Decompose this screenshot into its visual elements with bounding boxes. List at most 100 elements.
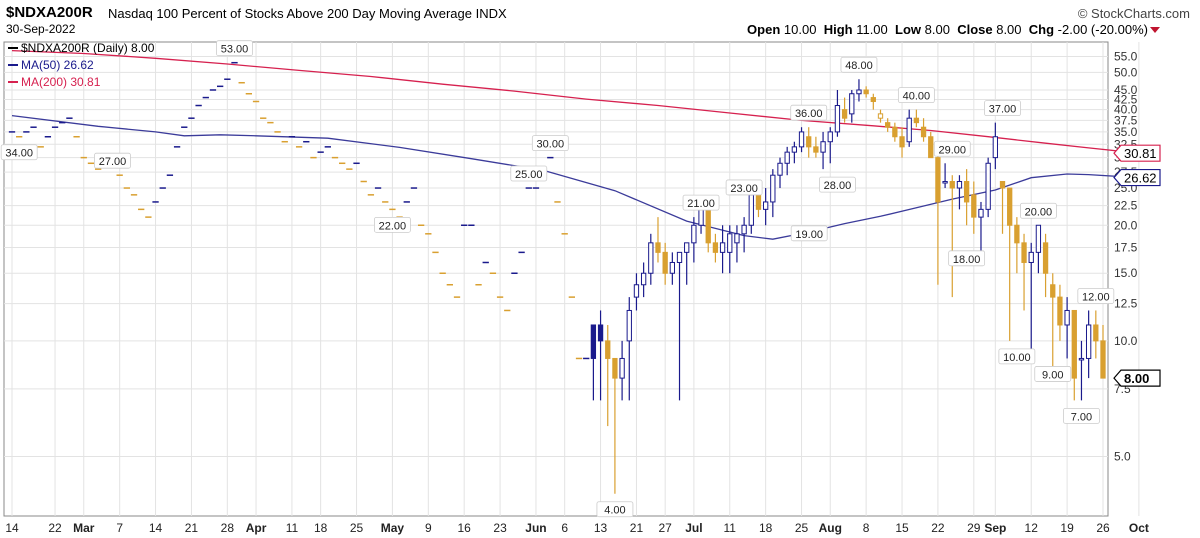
- candle-body: [648, 242, 654, 274]
- x-tick-label: 21: [185, 521, 199, 535]
- candle-body: [1035, 224, 1042, 253]
- price-tag: [1113, 168, 1161, 187]
- candle-body: [612, 357, 618, 379]
- annotation-box: [819, 176, 856, 193]
- candle-body: [669, 261, 675, 274]
- x-tick-label: 18: [314, 521, 328, 535]
- price-tag: [1113, 144, 1161, 162]
- price-tag-label: 26.62: [1124, 171, 1157, 186]
- annotation-box: [94, 152, 131, 169]
- close-value: 8.00: [996, 22, 1022, 37]
- change-label: Chg: [1028, 22, 1055, 37]
- candle-body: [920, 126, 927, 138]
- candle-body: [1064, 309, 1070, 326]
- candle-body: [1021, 242, 1027, 263]
- annotation-label: 48.00: [845, 60, 873, 72]
- x-tick-label: 11: [286, 521, 299, 535]
- candle-body: [885, 122, 891, 128]
- x-tick-label: 8: [863, 521, 870, 535]
- annotation-label: 37.00: [989, 104, 1017, 116]
- x-tick-label: May: [381, 521, 405, 535]
- price-tag: [1113, 369, 1161, 387]
- annotation-box: [998, 348, 1036, 365]
- candle-body: [640, 272, 647, 286]
- candle-body: [906, 117, 912, 143]
- symbol-description: Nasdaq 100 Percent of Stocks Above 200 D…: [108, 6, 507, 21]
- y-tick-label: 50.0: [1114, 65, 1138, 79]
- candle-body: [684, 242, 690, 253]
- y-tick-label: 17.5: [1114, 241, 1138, 255]
- candle-body: [1050, 284, 1056, 298]
- candle-body: [820, 141, 826, 153]
- y-tick-label: 12.5: [1114, 297, 1138, 311]
- chart-date: 30-Sep-2022: [6, 22, 76, 36]
- candle-body: [791, 146, 798, 153]
- candle-body: [863, 89, 869, 95]
- annotation-label: 10.00: [1003, 352, 1031, 364]
- y-tick-label: 35.0: [1114, 125, 1138, 139]
- x-tick-label: 28: [221, 521, 235, 535]
- annotation-label: 29.00: [939, 144, 967, 156]
- annotation-box: [0, 144, 38, 161]
- annotation-label: 21.00: [687, 198, 715, 210]
- legend-entry: MA(200) 30.81: [21, 75, 101, 89]
- annotation-box: [510, 165, 548, 182]
- annotation-box: [682, 194, 720, 211]
- stockcharts-brand[interactable]: © StockCharts.com: [1077, 6, 1190, 21]
- candle-body: [1078, 357, 1085, 361]
- candle-body: [784, 151, 790, 164]
- candle-body: [992, 136, 998, 159]
- x-tick-label: 18: [759, 521, 773, 535]
- y-tick-label: 20.0: [1114, 218, 1138, 232]
- candle-body: [928, 136, 934, 159]
- x-tick-label: 14: [5, 521, 19, 535]
- x-tick-label: 12: [1025, 521, 1039, 535]
- x-tick-label: 15: [895, 521, 909, 535]
- y-tick-label: 37.5: [1114, 113, 1138, 127]
- candle-body: [662, 251, 668, 274]
- annotation-label: 9.00: [1042, 369, 1063, 381]
- candle-body: [1007, 187, 1013, 226]
- candle-body: [626, 309, 632, 342]
- candle-body: [755, 194, 762, 210]
- annotation-box: [596, 501, 634, 518]
- candle-body: [1057, 296, 1063, 326]
- symbol-title: $NDXA200R: [6, 4, 93, 21]
- ohlc-readout: Open 10.00 High 11.00 Low 8.00 Close 8.0…: [747, 22, 1148, 37]
- down-triangle-icon: [1150, 27, 1160, 33]
- close-label: Close: [957, 22, 993, 37]
- annotation-label: 30.00: [537, 139, 565, 151]
- candle-body: [770, 174, 776, 203]
- price-chart[interactable]: 5.07.510.012.515.017.520.022.525.027.530…: [0, 40, 1200, 538]
- x-tick-label: 7: [116, 521, 123, 535]
- candle-body: [999, 180, 1006, 189]
- candle-body: [727, 233, 733, 253]
- candle-body: [655, 242, 661, 253]
- candle-body: [705, 208, 711, 244]
- candle-body: [849, 93, 855, 115]
- candle-body: [1014, 224, 1020, 244]
- x-tick-label: Mar: [73, 521, 95, 535]
- candle-body: [985, 162, 991, 210]
- candle-body: [691, 224, 697, 244]
- x-tick-label: 22: [931, 521, 945, 535]
- candle-body: [1085, 324, 1092, 359]
- x-tick-label: Sep: [984, 521, 1006, 535]
- x-tick-label: 25: [795, 521, 809, 535]
- annotation-box: [216, 40, 253, 57]
- candle-body: [619, 357, 625, 379]
- y-tick-label: 22.5: [1114, 199, 1138, 213]
- annotation-label: 19.00: [795, 229, 823, 241]
- candle-body: [899, 136, 905, 148]
- annotation-box: [984, 100, 1021, 117]
- x-tick-label: Apr: [246, 521, 267, 535]
- annotation-label: 36.00: [795, 108, 823, 120]
- candle-body: [892, 126, 898, 138]
- annotation-box: [790, 225, 828, 242]
- x-tick-label: 22: [48, 521, 62, 535]
- price-tag-label: 8.00: [1124, 371, 1149, 386]
- chart-header: $NDXA200R Nasdaq 100 Percent of Stocks A…: [0, 0, 1200, 40]
- annotation-label: 27.00: [99, 156, 127, 168]
- x-tick-label: 14: [149, 521, 163, 535]
- x-tick-label: 21: [630, 521, 644, 535]
